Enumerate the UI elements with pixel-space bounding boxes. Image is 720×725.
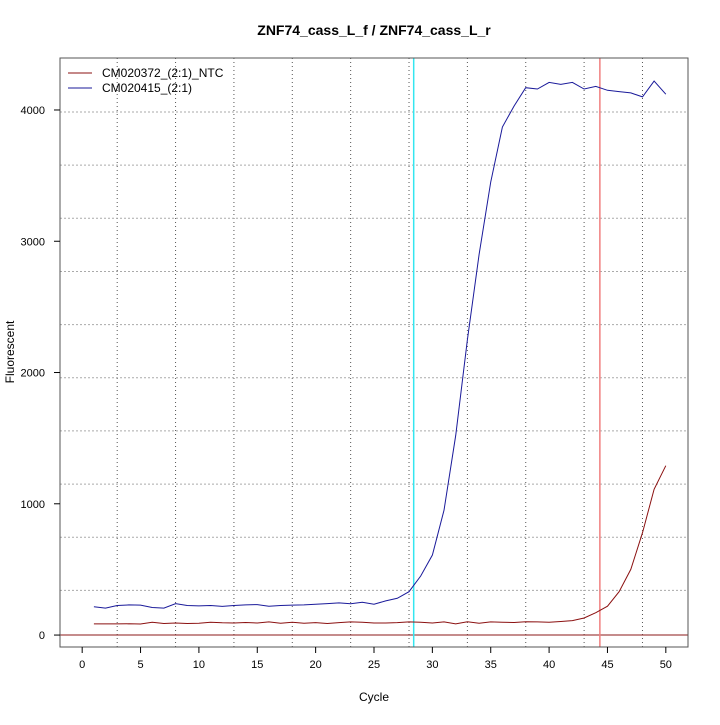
legend-label-sample: CM020415_(2:1) (102, 81, 192, 95)
grid (60, 58, 688, 647)
y-tick-label: 2000 (21, 368, 45, 380)
series-lines (93, 80, 667, 625)
y-tick-label: 1000 (21, 499, 45, 511)
y-tick-label: 3000 (21, 236, 45, 248)
x-tick-label: 30 (426, 659, 438, 671)
y-axis: 0 1000 2000 3000 4000 (21, 105, 60, 642)
x-tick-label: 40 (543, 659, 555, 671)
x-tick-label: 10 (193, 659, 205, 671)
series-line-0 (93, 465, 667, 625)
chart-title: ZNF74_cass_L_f / ZNF74_cass_L_r (257, 22, 491, 38)
x-tick-label: 35 (485, 659, 497, 671)
x-tick-label: 15 (251, 659, 263, 671)
x-axis-label: Cycle (359, 690, 389, 704)
y-tick-label: 0 (39, 630, 45, 642)
x-tick-label: 45 (601, 659, 613, 671)
x-tick-label: 20 (310, 659, 322, 671)
x-axis: 0 5 10 15 20 25 30 35 40 45 50 (79, 647, 672, 671)
legend-label-ntc: CM020372_(2:1)_NTC (102, 66, 224, 80)
x-tick-label: 25 (368, 659, 380, 671)
reference-lines (60, 58, 688, 647)
x-tick-label: 50 (660, 659, 672, 671)
y-tick-label: 4000 (21, 105, 45, 117)
legend: CM020372_(2:1)_NTC CM020415_(2:1) (68, 66, 224, 95)
plot-frame (59, 57, 689, 648)
y-axis-label: Fluorescent (3, 320, 17, 383)
x-tick-label: 5 (137, 659, 143, 671)
series-line-1 (93, 80, 667, 609)
x-tick-label: 0 (79, 659, 85, 671)
